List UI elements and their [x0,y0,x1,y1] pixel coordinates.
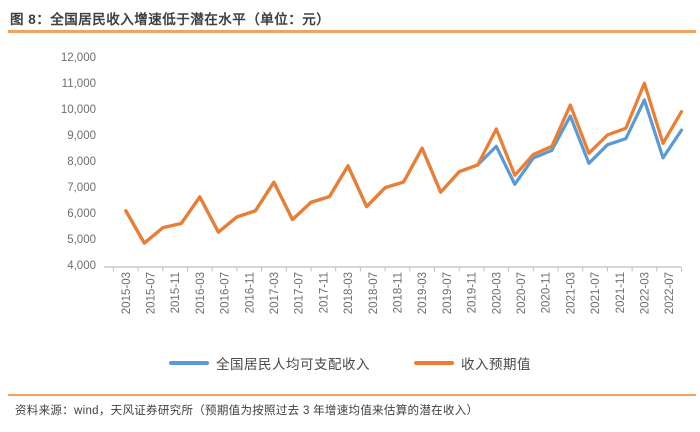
x-axis-tick-label: 2015-03 [121,272,133,314]
x-axis-tick-label: 2020-07 [516,272,528,314]
series-line-1 [124,81,684,245]
y-axis-tick-label: 7,000 [67,182,96,194]
y-axis-tick-label: 9,000 [67,130,96,142]
y-axis-tick-label: 11,000 [62,78,96,90]
y-axis-tick-label: 4,000 [67,260,96,272]
legend-item-actual-income: 全国居民人均可支配收入 [169,353,370,373]
x-axis-tick-label: 2019-11 [467,272,479,313]
x-axis-tick-label: 2021-11 [615,272,627,313]
x-axis-tick-label: 2020-11 [541,272,553,313]
figure-title: 图 8：全国居民收入增速低于潜在水平（单位：元） [10,12,331,27]
x-axis-tick-label: 2019-07 [442,272,454,314]
x-axis-tick-label: 2021-07 [590,272,602,314]
x-axis-tick-label: 2016-11 [244,272,256,313]
x-axis-tick-label: 2017-07 [294,272,306,314]
series-line-0 [124,98,684,245]
x-axis-tick-label: 2016-03 [195,272,207,314]
y-axis-tick-label: 6,000 [67,208,96,220]
blue-line-swatch-icon [169,361,209,365]
x-axis-tick-label: 2018-11 [392,272,404,313]
y-axis-tick-label: 10,000 [61,104,96,116]
x-axis-tick-label: 2015-07 [145,272,157,314]
orange-line-swatch-icon [414,361,454,365]
x-axis-tick-label: 2015-11 [170,272,182,313]
x-axis-tick-label: 2022-03 [639,272,651,314]
x-axis-tick-label: 2018-07 [368,272,380,314]
y-axis-tick-label: 12,000 [61,52,96,64]
x-axis-tick-label: 2017-03 [269,272,281,314]
x-axis-tick-label: 2017-11 [318,272,330,313]
x-axis-tick-label: 2020-03 [491,272,503,314]
x-axis-tick-label: 2016-07 [220,272,232,314]
title-underline-rule [8,30,696,33]
legend-label-actual-income: 全国居民人均可支配收入 [216,357,370,372]
legend-item-expected-income: 收入预期值 [414,353,531,373]
footer-divider-rule [8,394,696,396]
legend-label-expected-income: 收入预期值 [461,357,531,372]
source-note: 资料来源：wind，天风证券研究所（预期值为按照过去 3 年增速均值来估算的潜在… [15,405,479,417]
y-axis-tick-label: 5,000 [67,234,96,246]
x-axis-tick-label: 2018-03 [343,272,355,314]
x-axis-tick-label: 2019-03 [417,272,429,314]
y-axis-tick-label: 8,000 [67,156,96,168]
chart-legend: 全国居民人均可支配收入 收入预期值 [0,353,700,373]
x-axis-tick-label: 2021-03 [565,272,577,314]
x-axis-tick-label: 2022-07 [664,272,676,314]
